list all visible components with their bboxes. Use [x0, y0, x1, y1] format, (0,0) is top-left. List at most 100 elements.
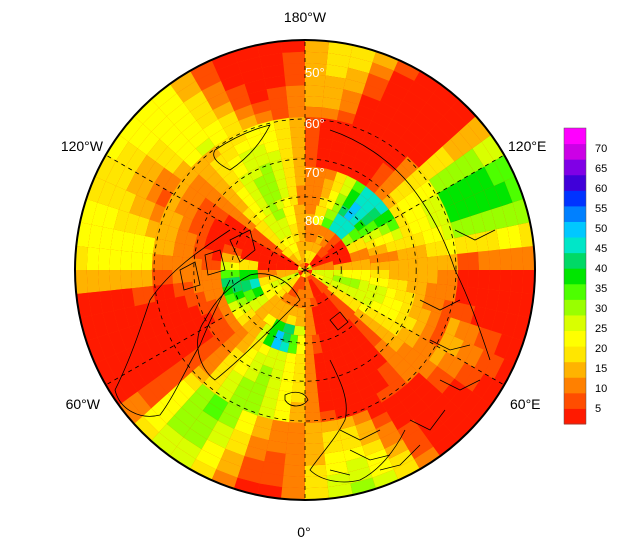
field-cell — [335, 226, 349, 240]
field-cell — [247, 435, 269, 451]
field-cell — [258, 343, 271, 356]
field-cell — [467, 116, 492, 142]
field-cell — [389, 270, 399, 280]
field-cell — [105, 354, 126, 380]
field-cell — [367, 283, 379, 294]
field-cell — [220, 185, 236, 201]
field-cell — [295, 176, 305, 186]
field-cell — [210, 308, 224, 322]
field-cell — [375, 420, 398, 439]
field-cell — [108, 330, 127, 355]
field-cell — [162, 255, 173, 270]
field-cell — [213, 194, 229, 210]
field-cell — [225, 83, 248, 102]
field-cell — [292, 297, 300, 308]
field-cell — [305, 372, 317, 384]
field-cell — [348, 227, 362, 242]
field-cell — [118, 327, 137, 350]
canada-coast — [114, 229, 231, 417]
field-cell — [481, 134, 505, 161]
field-cell — [172, 256, 183, 270]
field-cell — [342, 270, 353, 279]
field-cell — [305, 185, 314, 196]
lat-label-50: 50° — [305, 65, 325, 80]
field-cell — [367, 193, 382, 208]
field-cell — [339, 99, 359, 115]
field-cell — [305, 106, 323, 118]
field-cell — [393, 459, 420, 481]
field-cell — [262, 171, 276, 185]
field-cell — [326, 472, 351, 488]
field-cell — [428, 193, 445, 212]
field-cell — [283, 361, 296, 373]
field-cell — [271, 107, 289, 121]
field-cell — [314, 167, 327, 179]
field-cell — [98, 248, 111, 270]
field-cell — [277, 252, 289, 264]
field-cell — [305, 432, 324, 444]
field-cell — [320, 341, 332, 353]
field-cell — [126, 345, 145, 368]
scandinavia-coast — [309, 359, 406, 483]
field-cell — [464, 287, 478, 307]
field-cell — [240, 279, 252, 293]
field-cell — [229, 207, 243, 221]
field-cell — [287, 242, 299, 254]
field-cell — [340, 276, 352, 287]
field-cell — [260, 283, 272, 294]
field-cell — [163, 173, 182, 194]
field-cell — [329, 294, 342, 307]
field-cell — [512, 198, 530, 225]
field-cell — [120, 270, 132, 290]
field-cell — [388, 203, 403, 219]
field-cell — [376, 385, 395, 403]
field-cell — [190, 191, 206, 209]
field-cell — [383, 368, 401, 386]
field-cell — [318, 303, 329, 315]
field-cell — [321, 107, 339, 121]
field-cell — [464, 233, 478, 253]
field-cell — [305, 74, 326, 87]
field-cell — [142, 107, 167, 132]
field-cell — [235, 339, 250, 354]
field-cell — [315, 270, 325, 277]
field-cell — [305, 464, 327, 477]
field-cell — [120, 250, 132, 270]
field-cell — [343, 175, 357, 189]
field-cell — [249, 188, 263, 202]
field-cell — [381, 128, 402, 147]
field-cell — [414, 70, 441, 94]
lat-circle-50 — [153, 118, 457, 422]
field-cell — [324, 270, 334, 279]
field-cell — [233, 45, 260, 63]
field-cell — [152, 238, 166, 256]
field-cell — [305, 280, 312, 290]
field-cell — [86, 270, 100, 293]
field-cell — [305, 222, 314, 233]
field-cell — [151, 254, 163, 270]
field-cell — [324, 450, 346, 465]
field-cell — [285, 314, 297, 326]
field-cell — [437, 351, 456, 373]
field-cell — [378, 277, 389, 288]
field-cell — [280, 237, 291, 248]
field-cell — [488, 270, 501, 291]
field-cell — [374, 325, 389, 340]
field-cell — [385, 241, 397, 253]
field-cell — [255, 373, 270, 387]
field-cell — [473, 190, 492, 213]
field-cell — [330, 250, 341, 261]
field-cell — [499, 248, 512, 270]
field-cell — [221, 252, 232, 263]
field-cell — [367, 402, 387, 420]
field-cell — [374, 185, 390, 201]
field-cell — [331, 347, 344, 360]
field-cell — [305, 443, 325, 455]
field-cell — [281, 157, 295, 169]
field-cell — [222, 285, 234, 297]
field-cell — [238, 376, 255, 392]
field-cell — [381, 316, 395, 331]
field-cell — [207, 91, 230, 110]
field-cell — [291, 137, 305, 148]
field-cell — [97, 181, 116, 207]
